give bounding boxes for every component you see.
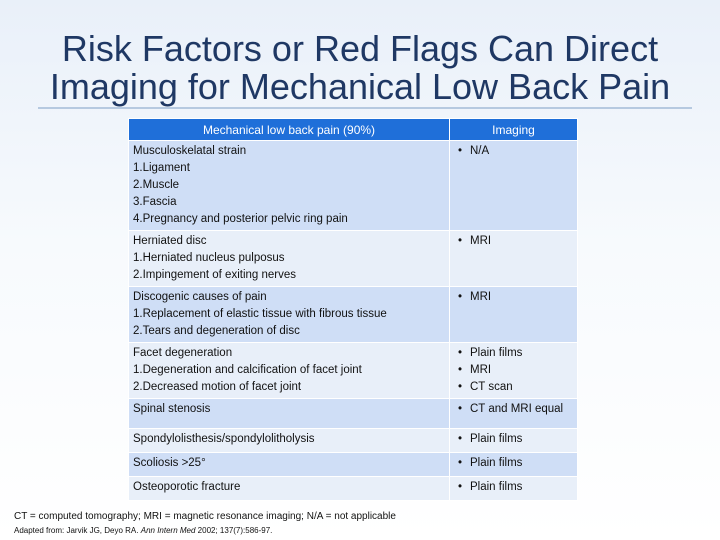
condition-cell: Spondylolisthesis/spondylolitholysis <box>128 428 450 453</box>
title-divider <box>38 107 692 109</box>
condition-name: Musculoskelatal strain <box>133 145 247 157</box>
table-row: Osteoporotic fracture Plain films <box>128 476 578 501</box>
condition-name: Facet degeneration <box>133 347 233 359</box>
citation-journal: Ann Intern Med <box>140 526 196 535</box>
table-header-row: Mechanical low back pain (90%) Imaging <box>128 118 578 141</box>
imaging-cell: MRI <box>449 230 578 287</box>
table-row: Scoliosis >25° Plain films <box>128 452 578 477</box>
imaging-cell: MRI <box>449 286 578 343</box>
imaging-item: Plain films <box>456 455 573 472</box>
condition-detail: 1.Degeneration and calcification of face… <box>133 364 362 376</box>
condition-name: Spondylolisthesis/spondylolitholysis <box>133 433 315 445</box>
imaging-item: MRI <box>456 362 573 379</box>
imaging-item: CT and MRI equal <box>456 401 573 418</box>
condition-detail: 4.Pregnancy and posterior pelvic ring pa… <box>133 213 348 225</box>
table-row: Herniated disc 1.Herniated nucleus pulpos… <box>128 230 578 287</box>
header-condition: Mechanical low back pain (90%) <box>128 118 450 141</box>
condition-name: Discogenic causes of pain <box>133 291 267 303</box>
condition-detail: 1.Replacement of elastic tissue with fib… <box>133 308 387 320</box>
condition-detail: 1.Herniated nucleus pulposus <box>133 252 285 264</box>
condition-cell: Osteoporotic fracture <box>128 476 450 501</box>
condition-cell: Facet degeneration 1.Degeneration and cal… <box>128 342 450 399</box>
abbreviation-footnote: CT = computed tomography; MRI = magnetic… <box>14 511 396 522</box>
imaging-table: Mechanical low back pain (90%) Imaging M… <box>128 118 578 501</box>
table-row: Spondylolisthesis/spondylolitholysis Plai… <box>128 428 578 453</box>
imaging-item: Plain films <box>456 479 573 496</box>
imaging-item: N/A <box>456 143 573 160</box>
table-row: Musculoskelatal strain 1.Ligament 2.Muscle… <box>128 140 578 231</box>
imaging-cell: Plain films <box>449 428 578 453</box>
condition-name: Scoliosis >25° <box>133 457 206 469</box>
condition-cell: Scoliosis >25° <box>128 452 450 477</box>
imaging-item: CT scan <box>456 379 573 396</box>
condition-cell: Herniated disc 1.Herniated nucleus pulpos… <box>128 230 450 287</box>
table-body: Musculoskelatal strain 1.Ligament 2.Muscle… <box>128 140 578 501</box>
imaging-cell: Plain filmsMRICT scan <box>449 342 578 399</box>
table-row: Discogenic causes of pain 1.Replacement o… <box>128 286 578 343</box>
condition-detail: 2.Impingement of exiting nerves <box>133 269 297 281</box>
condition-detail: 1.Ligament <box>133 162 190 174</box>
condition-detail: 2.Tears and degeneration of disc <box>133 325 300 337</box>
imaging-item: MRI <box>456 289 573 306</box>
imaging-item: MRI <box>456 233 573 250</box>
header-imaging: Imaging <box>449 118 578 141</box>
imaging-item: Plain films <box>456 431 573 448</box>
condition-detail: 2.Muscle <box>133 179 180 191</box>
citation-authors: Adapted from: Jarvik JG, Deyo RA. <box>14 526 139 535</box>
condition-name: Spinal stenosis <box>133 403 211 415</box>
condition-cell: Discogenic causes of pain 1.Replacement o… <box>128 286 450 343</box>
imaging-item: Plain films <box>456 345 573 362</box>
condition-detail: 2.Decreased motion of facet joint <box>133 381 302 393</box>
slide-title: Risk Factors or Red Flags Can Direct Ima… <box>30 30 690 106</box>
title-line-1: Risk Factors or Red Flags Can Direct <box>61 28 659 69</box>
source-citation: Adapted from: Jarvik JG, Deyo RA. Ann In… <box>14 526 272 535</box>
table-row: Facet degeneration 1.Degeneration and cal… <box>128 342 578 399</box>
title-line-2: Imaging for Mechanical Low Back Pain <box>49 66 671 107</box>
condition-cell: Spinal stenosis <box>128 398 450 429</box>
condition-cell: Musculoskelatal strain 1.Ligament 2.Muscle… <box>128 140 450 231</box>
citation-details: 2002; 137(7):586-97. <box>197 526 273 535</box>
condition-detail: 3.Fascia <box>133 196 177 208</box>
imaging-cell: Plain films <box>449 452 578 477</box>
table-row: Spinal stenosis CT and MRI equal <box>128 398 578 429</box>
condition-name: Herniated disc <box>133 235 207 247</box>
imaging-cell: CT and MRI equal <box>449 398 578 429</box>
imaging-cell: N/A <box>449 140 578 231</box>
condition-name: Osteoporotic fracture <box>133 481 241 493</box>
imaging-cell: Plain films <box>449 476 578 501</box>
